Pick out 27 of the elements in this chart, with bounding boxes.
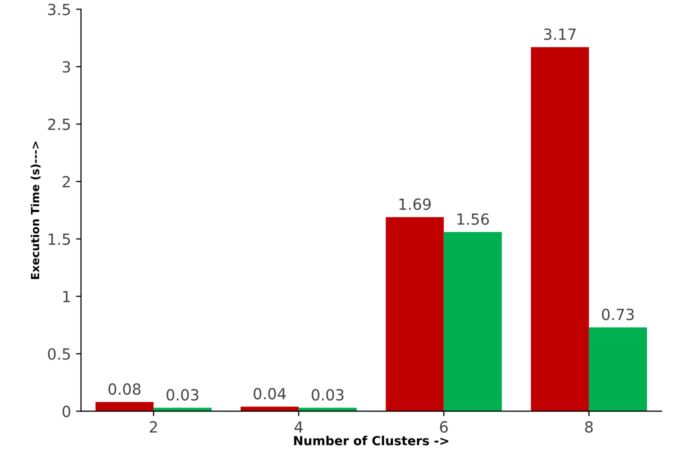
data-label: 0.04 (254, 388, 286, 400)
x-tick-label: 4 (294, 421, 303, 433)
bar (386, 217, 444, 412)
data-label: 1.69 (399, 198, 431, 210)
x-tick-label: 8 (585, 421, 593, 433)
y-tick-label: 0 (62, 406, 70, 418)
x-tick-label: 6 (440, 421, 448, 433)
y-axis-title: Execution Time (s)---> (30, 142, 41, 279)
data-label: 3.17 (544, 28, 576, 40)
data-label: 0.03 (166, 389, 198, 401)
data-label: 0.08 (108, 383, 140, 395)
y-tick-label: 1.5 (48, 234, 70, 245)
x-tick-label: 2 (150, 421, 157, 433)
y-tick-label: 2.5 (48, 118, 70, 130)
y-tick-label: 3.5 (48, 4, 70, 16)
data-label: 1.56 (458, 213, 489, 225)
bar (444, 232, 502, 412)
y-tick-label: 1 (63, 291, 70, 302)
y-tick-label: 3 (62, 61, 70, 73)
y-tick-label: 2 (62, 176, 70, 188)
data-label: 0.03 (312, 389, 344, 401)
y-tick-label: 0.5 (48, 348, 70, 360)
bar (96, 402, 154, 412)
x-axis-title: Number of Clusters -> (294, 436, 448, 446)
bar (530, 47, 589, 412)
data-label: 0.73 (602, 308, 634, 320)
bar (588, 327, 647, 412)
